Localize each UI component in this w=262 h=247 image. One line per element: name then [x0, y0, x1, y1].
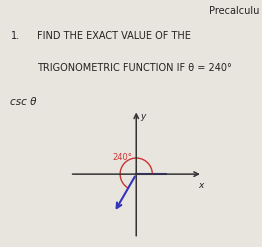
- Text: TRIGONOMETRIC FUNCTION IF θ = 240°: TRIGONOMETRIC FUNCTION IF θ = 240°: [37, 63, 231, 73]
- Text: x: x: [198, 181, 204, 190]
- Text: Precalculu: Precalculu: [209, 6, 259, 16]
- Text: 1.: 1.: [10, 31, 20, 41]
- Text: FIND THE EXACT VALUE OF THE: FIND THE EXACT VALUE OF THE: [37, 31, 190, 41]
- Text: 240°: 240°: [112, 153, 132, 162]
- Text: y: y: [140, 112, 145, 121]
- Text: csc θ: csc θ: [10, 97, 37, 107]
